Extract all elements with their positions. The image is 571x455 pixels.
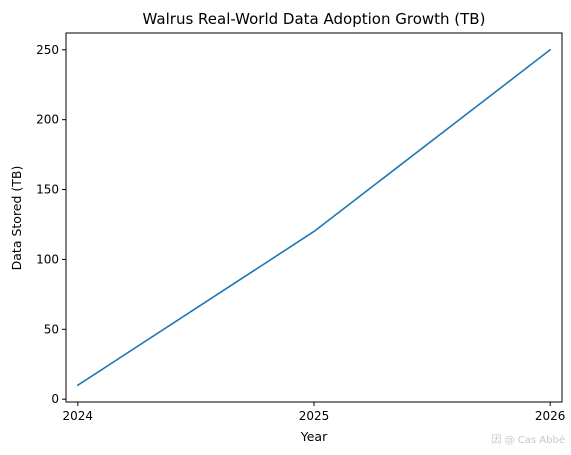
y-tick-label: 0	[51, 392, 59, 406]
x-tick-label: 2026	[535, 409, 566, 423]
plot-area	[65, 32, 563, 403]
series-layer	[77, 48, 551, 387]
x-tick-label: 2025	[299, 409, 330, 423]
y-tick-label: 100	[36, 252, 59, 266]
y-tick-label: 200	[36, 113, 59, 127]
y-tick-label: 250	[36, 43, 59, 57]
y-tick-label: 150	[36, 183, 59, 197]
chart-title: Walrus Real-World Data Adoption Growth (…	[143, 10, 486, 28]
watermark: 因 @ Cas Abbé	[491, 434, 565, 446]
y-axis: 0 50 100 150 200 250	[36, 43, 66, 406]
x-tick-label: 2024	[63, 409, 94, 423]
y-axis-label: Data Stored (TB)	[9, 166, 24, 271]
x-axis-label: Year	[300, 429, 328, 444]
y-tick-label: 50	[44, 322, 59, 336]
x-axis: 2024 2025 2026	[63, 402, 566, 423]
series-line	[77, 48, 551, 387]
